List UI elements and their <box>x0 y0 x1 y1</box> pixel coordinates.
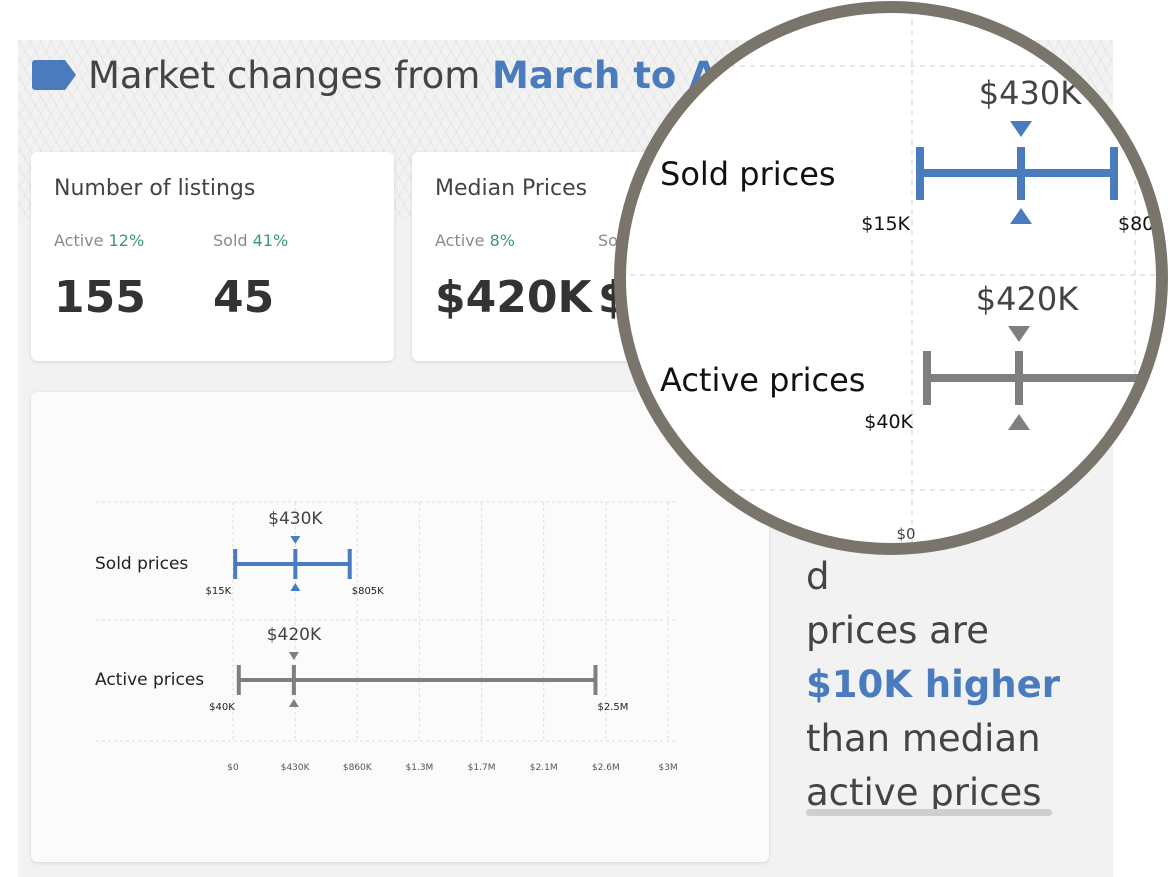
listings-sold-label: Sold 41% <box>213 231 288 250</box>
x-tick-label: $2.6M <box>592 763 620 773</box>
magnifier-sold-max-label: $80 <box>1118 213 1154 235</box>
price-range-card: $0 $430K $860K $1.3M $1.7M $2.1M $2.6M $3M Sold … <box>31 392 769 862</box>
summary-divider <box>806 809 1052 816</box>
max-label: $2.5M <box>598 702 629 713</box>
series-label: Sold prices <box>95 554 188 574</box>
summary-line-1: d <box>806 555 830 598</box>
listings-sold-pct: 41% <box>252 231 289 250</box>
listings-active-label: Active 12% <box>54 231 144 250</box>
x-tick-label: $2.1M <box>530 763 558 773</box>
summary-text: d prices are $10K higher than median act… <box>806 550 1106 820</box>
x-tick-label: $1.3M <box>406 763 434 773</box>
summary-line-4: than median <box>806 717 1041 760</box>
x-tick-label: $860K <box>343 763 373 773</box>
prices-sold-label: So <box>598 231 618 250</box>
x-tick-label: $3M <box>658 763 677 773</box>
dashboard-page: Market changes from March to Ap Number o… <box>18 40 1113 877</box>
listings-card-title: Number of listings <box>54 176 256 201</box>
listings-active-text: Active <box>54 231 104 250</box>
summary-line-5: active prices <box>806 771 1042 814</box>
listings-active-value: 155 <box>54 272 146 323</box>
median-arrow-down <box>288 652 299 660</box>
median-label: $420K <box>267 625 322 645</box>
listings-active-pct: 12% <box>108 231 145 250</box>
prices-sold-value: $ <box>598 272 629 323</box>
min-label: $15K <box>206 586 232 597</box>
prices-card-title: Median Prices <box>435 176 588 201</box>
x-tick-label: $430K <box>281 763 311 773</box>
prices-active-value: $420K <box>435 272 592 323</box>
summary-line-2: prices are <box>806 609 989 652</box>
min-label: $40K <box>209 702 235 713</box>
page-title: Market changes from March to Ap <box>88 54 744 97</box>
listings-card: Number of listings Active 12% Sold 41% 1… <box>31 152 394 361</box>
median-arrow-down <box>290 536 301 544</box>
x-tick-label: $0 <box>227 763 239 773</box>
series-label: Active prices <box>95 670 204 690</box>
max-label: $805K <box>352 586 384 597</box>
median-label: $430K <box>268 509 323 529</box>
median-arrow-up <box>288 699 299 707</box>
page-title-prefix: Market changes from <box>88 54 493 97</box>
listings-sold-text: Sold <box>213 231 248 250</box>
x-tick-label: $1.7M <box>468 763 496 773</box>
prices-card: Median Prices Active 8% So $420K $ <box>412 152 792 361</box>
price-range-chart: $0 $430K $860K $1.3M $1.7M $2.1M $2.6M $3M Sold … <box>95 501 678 773</box>
median-arrow-up <box>290 583 301 591</box>
listings-sold-value: 45 <box>213 272 275 323</box>
summary-highlight: $10K higher <box>806 663 1060 706</box>
prices-active-text: Active <box>435 231 485 250</box>
tag-icon <box>32 60 76 90</box>
page-title-highlight: March to Ap <box>492 54 745 97</box>
prices-active-pct: 8% <box>489 231 515 250</box>
prices-active-label: Active 8% <box>435 231 515 250</box>
